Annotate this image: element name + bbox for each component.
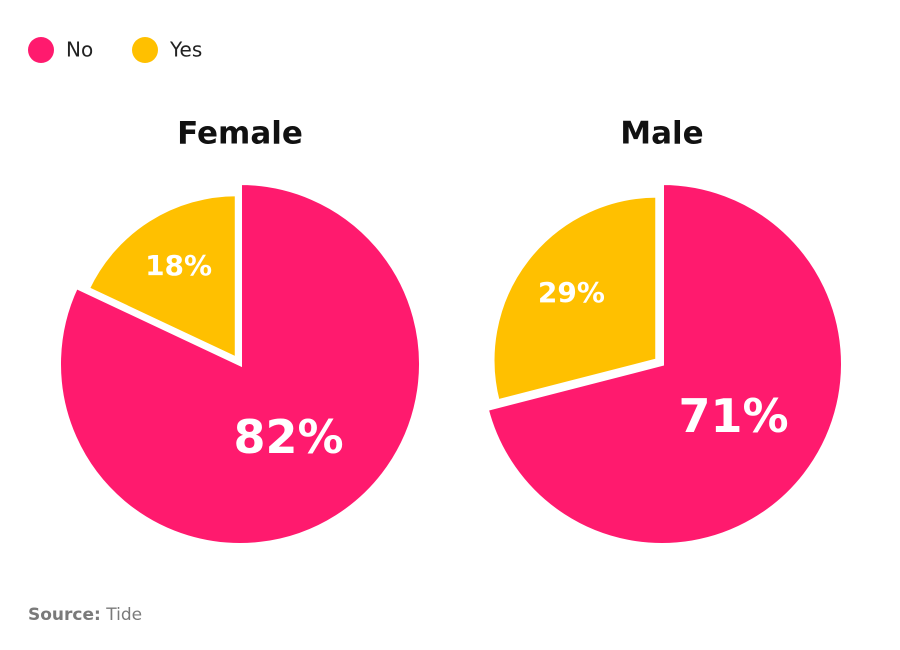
pie-slice (85, 192, 239, 363)
value-label: 29% (538, 276, 605, 309)
legend-label: Yes (169, 38, 202, 62)
legend-swatch (132, 37, 158, 63)
source: Source: Tide (28, 605, 142, 625)
chart-title: Male (620, 116, 703, 152)
source-text: Tide (105, 605, 142, 625)
legend-label: No (66, 38, 93, 62)
pie-slice (484, 180, 845, 547)
value-label: 18% (145, 249, 212, 282)
pie-slice (490, 193, 660, 404)
source-label: Source: (28, 605, 101, 625)
value-label: 71% (678, 389, 788, 443)
chart-title: Female (177, 116, 303, 152)
value-label: 82% (233, 410, 343, 464)
pie-slice (57, 180, 423, 547)
legend-swatch (28, 37, 54, 63)
